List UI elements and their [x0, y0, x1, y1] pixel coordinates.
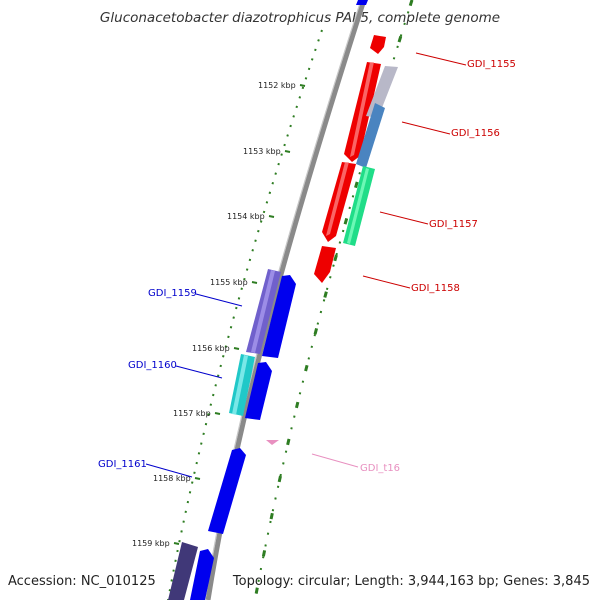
- gene-label-gdi-1157[interactable]: GDI_1157: [429, 219, 478, 230]
- tick-arc-inner-long: [253, 0, 414, 600]
- kbp-label: 1157 kbp: [173, 409, 211, 418]
- gene-label-gdi-1158[interactable]: GDI_1158: [411, 283, 460, 294]
- gene-label-gdi-1156[interactable]: GDI_1156: [451, 128, 500, 139]
- genome-title: Gluconacetobacter diazotrophicus PAI 5, …: [99, 10, 501, 26]
- tick-arc-outer: [167, 29, 323, 600]
- kbp-labels: 1152 kbp 1153 kbp 1154 kbp 1155 kbp 1156…: [132, 81, 296, 548]
- gene-labels: GDI_1155 GDI_1156 GDI_1157 GDI_1158 GDI_…: [98, 59, 516, 474]
- gene-arrow-gdi-1159: [262, 275, 296, 358]
- kbp-tick-marks: [173, 84, 306, 545]
- gene-label-gdi-1161[interactable]: GDI_1161: [98, 459, 147, 470]
- kbp-label: 1152 kbp: [258, 81, 296, 90]
- gene-arrow-bottom: [190, 549, 214, 600]
- feature-darkslate: [168, 542, 198, 600]
- feature-steelblue: [356, 103, 385, 168]
- gene-arrow-top: [356, 0, 368, 5]
- feature-turquoise-highlight: [232, 355, 248, 415]
- plus-strand-genes: [314, 35, 386, 283]
- kbp-label: 1158 kbp: [153, 474, 191, 483]
- gene-highlight: [326, 162, 349, 236]
- kbp-label: 1155 kbp: [210, 278, 248, 287]
- gene-arrow-gdi-1155: [370, 35, 386, 54]
- kbp-label: 1153 kbp: [243, 147, 281, 156]
- minus-strand-genes: [168, 0, 368, 600]
- kbp-label: 1154 kbp: [227, 212, 265, 221]
- feature-slateblue-highlight: [251, 270, 275, 353]
- callout-lines: [145, 52, 467, 478]
- trna-marker-gdi-t16: [266, 440, 279, 445]
- feature-spring-green-highlight: [347, 168, 369, 244]
- gene-highlight: [350, 62, 374, 157]
- gene-label-gdi-1159[interactable]: GDI_1159: [148, 288, 197, 299]
- kbp-label: 1159 kbp: [132, 539, 170, 548]
- gene-arrow-gdi-1160: [245, 362, 272, 420]
- topology-label: Topology: circular; Length: 3,944,163 bp…: [232, 574, 590, 589]
- feature-grey: [366, 66, 398, 118]
- gene-label-gdi-t16[interactable]: GDI_t16: [360, 463, 400, 474]
- gene-label-gdi-1160[interactable]: GDI_1160: [128, 360, 177, 371]
- kbp-label: 1156 kbp: [192, 344, 230, 353]
- gene-arrow-gdi-1161: [208, 448, 246, 534]
- accession-label: Accession: NC_010125: [8, 574, 156, 589]
- gene-arrow-gdi-1158: [314, 246, 336, 283]
- gene-label-gdi-1155[interactable]: GDI_1155: [467, 59, 516, 70]
- tick-arc-inner: [254, 0, 413, 600]
